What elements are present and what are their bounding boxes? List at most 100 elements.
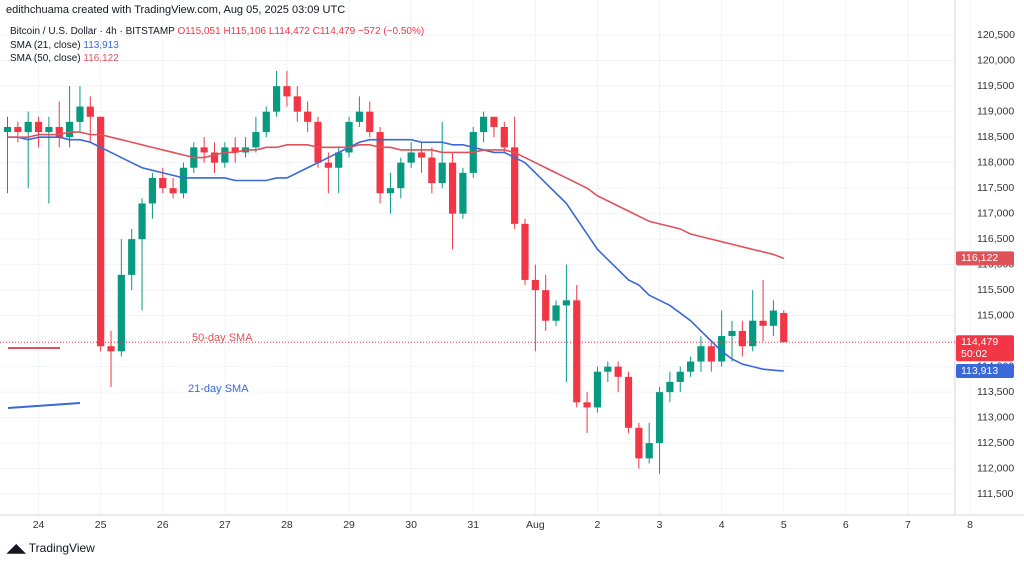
- annotation: 50-day SMA: [192, 332, 253, 344]
- y-tick-label: 112,500: [977, 437, 1014, 449]
- annotation: 21-day SMA: [188, 383, 249, 395]
- x-tick-label: 24: [33, 519, 45, 531]
- x-tick-label: 6: [843, 519, 849, 531]
- candle-body: [107, 346, 115, 352]
- x-tick-label: Aug: [526, 519, 545, 531]
- y-tick-label: 117,500: [977, 182, 1014, 194]
- candle-body: [355, 111, 363, 122]
- x-tick-label: 28: [281, 519, 293, 531]
- candle-body: [718, 336, 726, 362]
- candle-body: [231, 147, 239, 153]
- candle-body: [210, 152, 219, 163]
- y-tick-label: 113,500: [977, 386, 1014, 398]
- ohlc: L114,472: [269, 26, 310, 37]
- candle-body: [179, 167, 188, 194]
- candle-body: [728, 330, 736, 337]
- candle-body: [624, 376, 633, 428]
- candle-body: [480, 116, 488, 133]
- symbol-legend: Bitcoin / U.S. Dollar · 4h · BITSTAMP O1…: [10, 26, 424, 37]
- candle-body: [345, 121, 353, 153]
- legend-value: 116,122: [83, 53, 119, 64]
- candle-body: [14, 126, 22, 133]
- candle-body: [128, 239, 136, 275]
- symbol: Bitcoin / U.S. Dollar · 4h · BITSTAMP: [10, 26, 175, 37]
- x-tick-label: 3: [657, 519, 663, 531]
- x-tick-label: 25: [95, 519, 107, 531]
- x-tick-label: 7: [905, 519, 911, 531]
- ohlc: O115,051: [177, 26, 221, 37]
- candle-body: [159, 177, 167, 189]
- candle-body: [759, 320, 767, 326]
- price-tag: [956, 251, 1014, 266]
- candle-body: [417, 152, 426, 158]
- candle-body: [86, 106, 94, 117]
- candle-body: [511, 147, 519, 224]
- candle-body: [386, 188, 395, 194]
- candle-body: [117, 274, 125, 352]
- candle-body: [593, 371, 602, 408]
- candle-body: [500, 126, 508, 148]
- sma-line: [7, 136, 784, 372]
- price-tag-label: 114,479: [961, 336, 998, 348]
- y-tick-label: 112,000: [977, 462, 1014, 474]
- candle-body: [490, 116, 498, 127]
- y-tick-label: 115,000: [977, 309, 1014, 321]
- y-tick-label: 118,500: [977, 131, 1014, 143]
- legend-name: SMA (50, close): [10, 53, 81, 64]
- candle-body: [293, 96, 301, 112]
- candle-body: [376, 132, 384, 194]
- candle-body: [780, 313, 788, 343]
- candle-body: [55, 126, 63, 138]
- ohlc: C114,479: [313, 26, 356, 37]
- candle-body: [635, 427, 643, 459]
- candle-body: [583, 402, 591, 408]
- price-tag-label: 116,122: [961, 252, 998, 264]
- candle-body: [459, 172, 467, 214]
- candle-body: [169, 188, 177, 194]
- candle-body: [314, 121, 322, 163]
- x-tick-label: 29: [343, 519, 355, 531]
- y-tick-label: 116,500: [977, 233, 1014, 245]
- sma-legend: SMA (50, close) 116,122: [10, 53, 119, 64]
- candle-body: [749, 320, 757, 347]
- candle-body: [738, 330, 746, 347]
- ohlc: H115,106: [223, 26, 266, 37]
- candle-body: [697, 346, 705, 362]
- candle-body: [655, 392, 664, 444]
- footer: ◢◣ TradingView: [6, 541, 95, 555]
- candle-body: [221, 147, 229, 163]
- candle-body: [531, 279, 539, 291]
- y-tick-label: 119,500: [977, 80, 1014, 92]
- header: edithchuama created with TradingView.com…: [6, 4, 345, 16]
- countdown: 50:02: [961, 348, 987, 360]
- candle-body: [407, 152, 415, 163]
- x-tick-label: 31: [467, 519, 479, 531]
- candle-body: [542, 290, 550, 321]
- candle-body: [252, 132, 260, 148]
- candle-body: [666, 381, 674, 393]
- candle-body: [707, 346, 715, 362]
- candle-body: [273, 86, 281, 112]
- x-tick-label: 30: [405, 519, 417, 531]
- candle-body: [614, 366, 622, 377]
- candle-body: [521, 223, 529, 280]
- price-tag: [956, 335, 1014, 362]
- y-tick-label: 117,000: [977, 207, 1014, 219]
- footer-text: TradingView: [29, 541, 95, 555]
- candle-body: [97, 116, 105, 347]
- candle-body: [335, 152, 343, 168]
- y-tick-label: 120,000: [977, 54, 1015, 66]
- y-tick-label: 120,500: [977, 29, 1015, 41]
- candle-body: [438, 162, 446, 184]
- ohlc: −572 (−0.50%): [358, 26, 424, 37]
- price-tag-label: 113,913: [961, 365, 998, 377]
- candle-body: [45, 126, 53, 133]
- candle-body: [687, 361, 695, 372]
- candle-body: [366, 111, 374, 133]
- candle-body: [138, 203, 146, 240]
- y-tick-label: 118,000: [977, 156, 1014, 168]
- sma-line: [7, 131, 785, 260]
- x-tick-label: 8: [967, 519, 973, 531]
- candle-body: [562, 300, 570, 306]
